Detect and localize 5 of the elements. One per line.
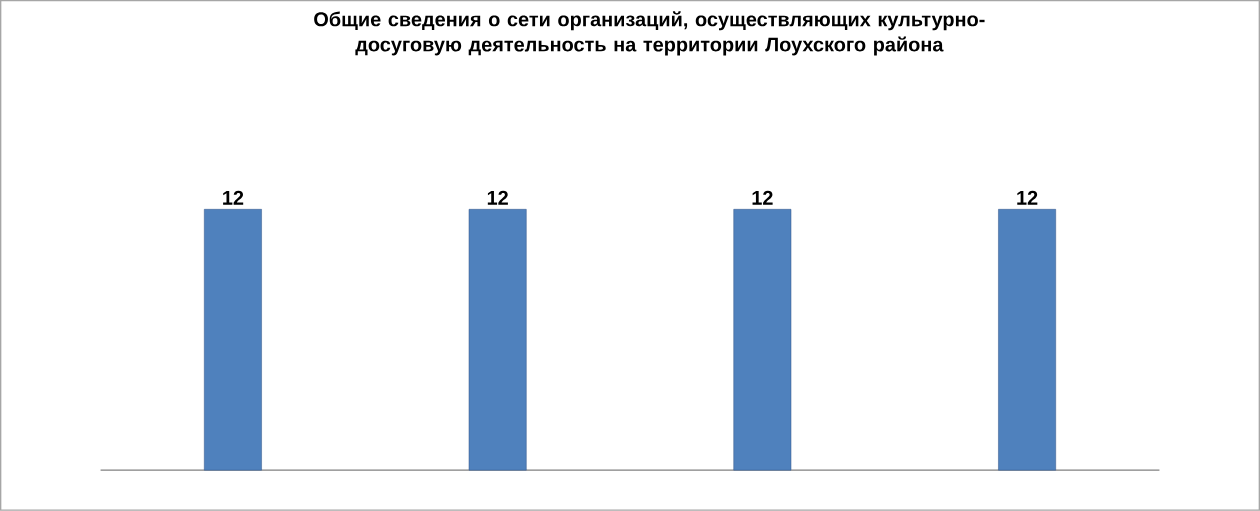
data-label: 12 — [1017, 190, 1038, 205]
data-label: 12 — [487, 190, 508, 205]
chart-title: Общие сведения о сети организаций, осуществляющих культурно-досуговую деятельность на территории Лоухского района — [314, 11, 985, 56]
data-label: 12 — [752, 190, 773, 205]
data-label: 12 — [223, 190, 244, 205]
